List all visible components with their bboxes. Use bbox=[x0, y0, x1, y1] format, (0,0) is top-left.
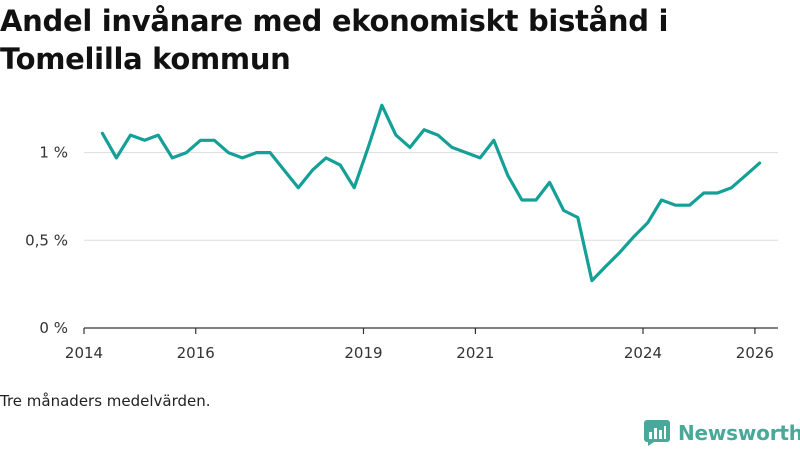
series-line bbox=[100, 103, 762, 283]
page-title: Andel invånare med ekonomiskt bistånd i … bbox=[0, 4, 669, 76]
y-axis: 0 % 0,5 % 1 % bbox=[25, 144, 68, 337]
series-layer bbox=[100, 103, 762, 283]
y-tick-label: 1 % bbox=[39, 144, 68, 162]
y-tick-label: 0 % bbox=[39, 319, 68, 337]
x-tick-label: 2021 bbox=[456, 344, 494, 362]
chart-note: Tre månaders medelvärden. bbox=[0, 392, 211, 410]
x-tick-label: 2026 bbox=[736, 344, 774, 362]
newsworthy-logo-icon bbox=[644, 420, 670, 446]
x-tick-label: 2014 bbox=[65, 344, 103, 362]
brand-name: Newsworthy bbox=[678, 421, 800, 445]
grid-lines bbox=[84, 152, 778, 241]
y-tick-label: 0,5 % bbox=[25, 231, 68, 249]
brand-logo: Newsworthy bbox=[644, 420, 800, 446]
x-axis: 2014 2016 2019 2021 2024 2026 bbox=[65, 327, 778, 362]
x-tick-label: 2019 bbox=[344, 344, 382, 362]
x-tick-label: 2016 bbox=[177, 344, 215, 362]
x-tick-label: 2024 bbox=[624, 344, 662, 362]
